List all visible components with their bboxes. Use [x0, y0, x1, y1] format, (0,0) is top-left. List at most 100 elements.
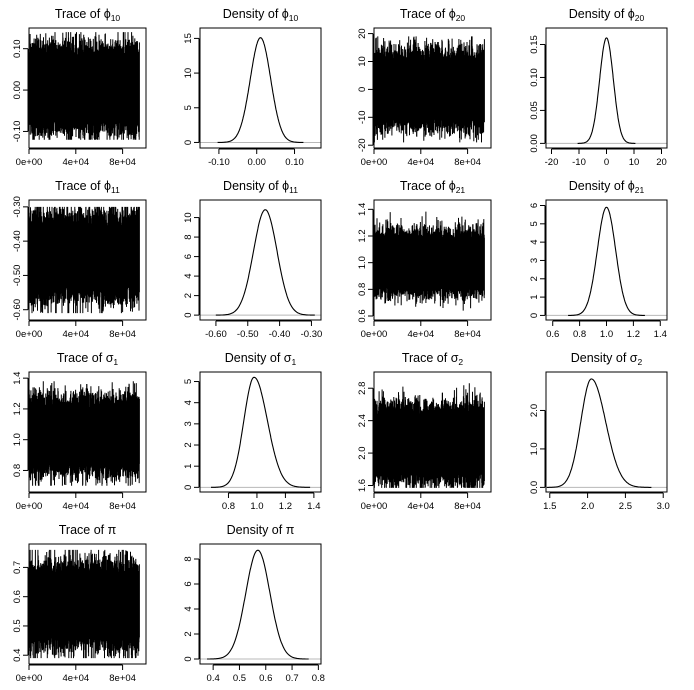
- y-tick-label: 3: [183, 421, 194, 426]
- x-tick-label: 2.0: [581, 501, 594, 512]
- y-tick-label: 1: [183, 464, 194, 469]
- panel-title: Trace of ϕ20: [400, 7, 466, 23]
- panel-title-symbol: ϕ: [104, 179, 111, 193]
- panel-title: Density of ϕ20: [569, 7, 645, 23]
- panel-title-symbol: ϕ: [449, 7, 456, 21]
- x-tick-label: 8e+04: [109, 501, 136, 512]
- y-tick-label: 1.4: [357, 203, 368, 216]
- panel-title-symbol: σ: [284, 351, 292, 365]
- x-tick-label: -10: [572, 157, 586, 168]
- trace-core: [375, 61, 485, 118]
- y-tick-label: 5: [529, 221, 540, 226]
- x-tick-label: 4e+04: [62, 157, 89, 168]
- x-tick-label: -0.60: [205, 329, 227, 340]
- panel-title-main: Density of: [223, 7, 282, 21]
- panel-title: Trace of ϕ11: [55, 179, 120, 195]
- y-tick-label: 1.6: [357, 479, 368, 492]
- x-tick-label: 0.5: [233, 673, 246, 684]
- y-tick-label: 0: [183, 140, 194, 145]
- x-tick-label: 1.0: [250, 501, 263, 512]
- panel-title-subscript: 1: [113, 357, 118, 367]
- x-tick-label: 8e+04: [109, 329, 136, 340]
- density-curve: [215, 209, 315, 316]
- x-tick-label: 0e+00: [361, 329, 388, 340]
- x-tick-label: 10: [629, 157, 640, 168]
- panel-3: Density of ϕ20-20 -10 0 10 200.000.050.100.1…: [529, 7, 668, 168]
- y-tick-label: 0.6: [12, 590, 23, 603]
- panel-title-main: Density of: [569, 7, 628, 21]
- y-tick-label: 0.8: [357, 283, 368, 296]
- x-tick-label: 8e+04: [454, 329, 481, 340]
- x-tick-label: 0.10: [285, 157, 304, 168]
- plot-frame: [28, 543, 147, 665]
- plot-frame: [199, 543, 322, 665]
- y-tick-label: 0.6: [357, 309, 368, 322]
- x-tick-label: 1.2: [627, 329, 640, 340]
- plot-frame: [199, 27, 322, 149]
- panel-12: Trace of π 0e+00 4e+04 8e+04 0.4 0.5 0.6 0.7: [12, 523, 147, 684]
- panel-title-main: Trace of: [57, 351, 106, 365]
- panel-6: Trace of ϕ21 0e+00 4e+04 8e+04 0.6 0.8 1.0 1.2 1…: [357, 179, 492, 340]
- y-tick-label: 1.4: [12, 372, 23, 385]
- x-tick-label: -0.40: [269, 329, 291, 340]
- panel-title-symbol: σ: [630, 351, 638, 365]
- y-tick-label: -0.60: [12, 299, 23, 321]
- y-tick-label: -0.50: [12, 265, 23, 287]
- panel-title-symbol: ϕ: [104, 7, 111, 21]
- y-tick-label: 0: [183, 656, 194, 661]
- x-tick-label: 1.0: [600, 329, 613, 340]
- x-tick-label: 0.6: [259, 673, 272, 684]
- y-tick-label: 0.15: [529, 35, 540, 54]
- panel-title-subscript: 20: [456, 13, 466, 23]
- x-tick-label: 8e+04: [109, 157, 136, 168]
- x-tick-label: 0e+00: [16, 329, 43, 340]
- panel-title-main: Trace of: [55, 7, 104, 21]
- y-tick-label: 1.2: [357, 229, 368, 242]
- density-curve: [217, 37, 304, 143]
- x-tick-label: -20: [545, 157, 559, 168]
- y-tick-label: -10: [357, 110, 368, 124]
- x-tick-label: 2.5: [619, 501, 632, 512]
- panel-title: Density of ϕ21: [569, 179, 645, 195]
- plot-frame: [545, 371, 668, 493]
- x-tick-label: 1.4: [307, 501, 320, 512]
- x-tick-label: -0.50: [237, 329, 259, 340]
- density-curve: [577, 37, 636, 144]
- y-tick-label: 0.00: [12, 81, 23, 100]
- y-tick-label: 0.10: [12, 39, 23, 58]
- panel-title-symbol: ϕ: [282, 7, 289, 21]
- y-tick-label: 0: [357, 87, 368, 92]
- y-tick-label: 5: [183, 105, 194, 110]
- panel-title: Density of ϕ10: [223, 7, 299, 23]
- panel-title-symbol: σ: [106, 351, 114, 365]
- y-tick-label: 1.0: [357, 256, 368, 269]
- x-tick-label: 8e+04: [454, 501, 481, 512]
- y-tick-label: 0.10: [529, 68, 540, 87]
- x-tick-label: 8e+04: [109, 673, 136, 684]
- trace-core: [30, 576, 140, 635]
- panel-0: Trace of ϕ10 0e+00 4e+04 8e+04 -0.10 0.00 0.10: [12, 7, 147, 168]
- panel-title-subscript: 11: [111, 185, 120, 195]
- x-tick-label: 4e+04: [62, 673, 89, 684]
- y-tick-label: 4: [183, 273, 194, 278]
- y-tick-label: 8: [183, 556, 194, 561]
- plot-frame: [199, 199, 322, 321]
- panel-title: Trace of π: [59, 523, 117, 537]
- y-tick-label: 2.8: [357, 382, 368, 395]
- panel-7: Density of ϕ21 0.6 0.8 1.0 1.2 1.4 0 1 2 3 4 5 6: [529, 179, 668, 340]
- panel-title: Density of σ1: [225, 351, 297, 367]
- x-tick-label: 4e+04: [407, 157, 434, 168]
- y-tick-label: 6: [183, 254, 194, 259]
- x-tick-label: 1.2: [279, 501, 292, 512]
- y-tick-label: 1.0: [12, 433, 23, 446]
- y-tick-label: 0: [183, 312, 194, 317]
- plot-frame: [545, 27, 668, 149]
- panel-title-subscript: 2: [638, 357, 643, 367]
- panel-title-main: Trace of: [400, 179, 449, 193]
- x-tick-label: 0.00: [247, 157, 266, 168]
- y-tick-label: 2: [183, 293, 194, 298]
- x-tick-label: 0.8: [312, 673, 325, 684]
- x-tick-label: 4e+04: [407, 501, 434, 512]
